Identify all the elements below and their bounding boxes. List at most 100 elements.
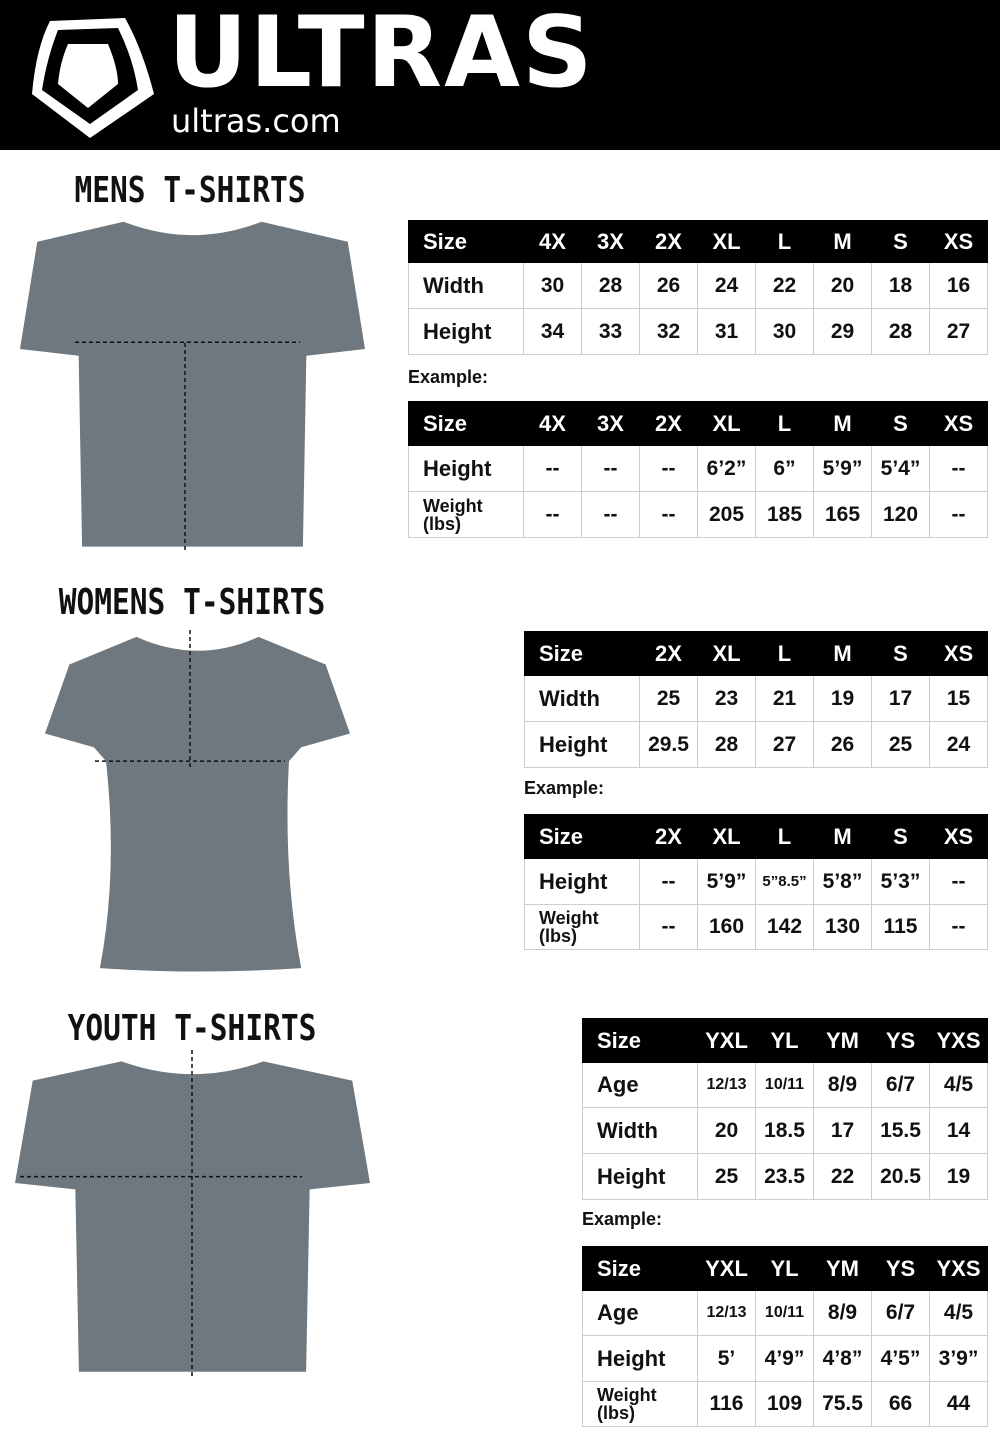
table-cell: 4/5 xyxy=(929,1290,988,1336)
table-cell: 44 xyxy=(929,1381,988,1427)
mens-measure-table: Size 4X 3X 2X XL L M S XS Width 30 28 26 24 22 20 18 16 He… xyxy=(408,220,988,355)
table-cell: XS xyxy=(929,220,988,263)
row-label: Weight (lbs) xyxy=(408,491,524,538)
table-cell: 15.5 xyxy=(871,1107,930,1154)
table-header-row: Size 2X XL L M S XS xyxy=(524,631,988,676)
row-label: Size xyxy=(524,814,640,859)
table-cell: 29 xyxy=(813,308,872,355)
table-cell: L xyxy=(755,814,814,859)
table-cell: -- xyxy=(929,445,988,492)
table-cell: S xyxy=(871,220,930,263)
table-cell: -- xyxy=(639,491,698,538)
table-cell: L xyxy=(755,220,814,263)
table-cell: 66 xyxy=(871,1381,930,1427)
table-cell: YL xyxy=(755,1246,814,1291)
youth-example-label: Example: xyxy=(582,1209,663,1229)
row-label: Height xyxy=(524,858,640,905)
table-header-row: Size YXL YL YM YS YXS xyxy=(582,1018,988,1063)
row-label: Width xyxy=(524,675,640,722)
womens-section-title: WOMENS T-SHIRTS xyxy=(58,582,326,623)
table-row: Weight (lbs) -- -- -- 205 185 165 120 -- xyxy=(408,491,988,538)
table-row: Height 29.5 28 27 26 25 24 xyxy=(524,721,988,768)
row-label: Width xyxy=(582,1107,698,1154)
table-cell: 165 xyxy=(813,491,872,538)
table-header-row: Size YXL YL YM YS YXS xyxy=(582,1246,988,1291)
table-cell: 5’ xyxy=(697,1335,756,1382)
table-cell: 12/13 xyxy=(697,1062,756,1108)
row-label: Height xyxy=(408,308,524,355)
table-cell: 24 xyxy=(929,721,988,768)
table-cell: 25 xyxy=(697,1153,756,1200)
table-cell: 185 xyxy=(755,491,814,538)
womens-example-table: Size 2X XL L M S XS Height -- 5’9” 5”8.5” 5’8” 5’3” -… xyxy=(524,814,988,950)
table-cell: YM xyxy=(813,1018,872,1063)
table-cell: 30 xyxy=(523,262,582,309)
table-cell: -- xyxy=(581,445,640,492)
womens-example-label: Example: xyxy=(524,778,605,798)
table-row: Width 30 28 26 24 22 20 18 16 xyxy=(408,262,988,309)
table-cell: 26 xyxy=(813,721,872,768)
row-label: Height xyxy=(582,1335,698,1382)
table-cell: XL xyxy=(697,814,756,859)
table-row: Age 12/13 10/11 8/9 6/7 4/5 xyxy=(582,1062,988,1108)
row-label: Size xyxy=(524,631,640,676)
table-cell: 30 xyxy=(755,308,814,355)
table-cell: 17 xyxy=(813,1107,872,1154)
table-cell: 5’9” xyxy=(697,858,756,905)
mens-example-label: Example: xyxy=(408,367,489,387)
table-cell: 116 xyxy=(697,1381,756,1427)
table-cell: L xyxy=(755,631,814,676)
mens-tshirt-image xyxy=(20,221,365,547)
table-cell: 6/7 xyxy=(871,1290,930,1336)
table-cell: -- xyxy=(581,491,640,538)
table-cell: S xyxy=(871,631,930,676)
table-cell: 15 xyxy=(929,675,988,722)
table-cell: 17 xyxy=(871,675,930,722)
table-row: Height 25 23.5 22 20.5 19 xyxy=(582,1153,988,1200)
mens-section-title: MENS T-SHIRTS xyxy=(74,170,306,211)
table-cell: 24 xyxy=(697,262,756,309)
table-cell: YS xyxy=(871,1018,930,1063)
table-cell: M xyxy=(813,814,872,859)
table-row: Height 5’ 4’9” 4’8” 4’5” 3’9” xyxy=(582,1335,988,1382)
table-cell: YM xyxy=(813,1246,872,1291)
table-cell: YXL xyxy=(697,1246,756,1291)
youth-section-title: YOUTH T-SHIRTS xyxy=(67,1008,317,1049)
table-cell: M xyxy=(813,631,872,676)
table-row: Height -- -- -- 6’2” 6” 5’9” 5’4” -- xyxy=(408,445,988,492)
table-cell: 21 xyxy=(755,675,814,722)
table-cell: 130 xyxy=(813,904,872,950)
womens-measure-table: Size 2X XL L M S XS Width 25 23 21 19 17 15 Height 29.5… xyxy=(524,631,988,768)
table-cell: 20.5 xyxy=(871,1153,930,1200)
shield-logo-icon xyxy=(32,18,154,138)
table-cell: S xyxy=(871,814,930,859)
brand-name: ULTRAS xyxy=(168,0,595,110)
table-cell: 33 xyxy=(581,308,640,355)
youth-tshirt-image xyxy=(15,1061,370,1372)
row-label: Size xyxy=(408,220,524,263)
table-cell: 3’9” xyxy=(929,1335,988,1382)
table-cell: 14 xyxy=(929,1107,988,1154)
table-cell: 27 xyxy=(929,308,988,355)
table-cell: 109 xyxy=(755,1381,814,1427)
brand-url: ultras.com xyxy=(171,102,341,140)
table-cell: 6/7 xyxy=(871,1062,930,1108)
table-cell: 2X xyxy=(639,814,698,859)
row-label: Weight (lbs) xyxy=(524,904,640,950)
table-row: Width 20 18.5 17 15.5 14 xyxy=(582,1107,988,1154)
row-label: Age xyxy=(582,1062,698,1108)
row-label: Height xyxy=(524,721,640,768)
row-label: Height xyxy=(582,1153,698,1200)
table-cell: 5’9” xyxy=(813,445,872,492)
table-cell: 4X xyxy=(523,401,582,446)
table-header-row: Size 2X XL L M S XS xyxy=(524,814,988,859)
table-cell: 25 xyxy=(871,721,930,768)
table-cell: YS xyxy=(871,1246,930,1291)
table-cell: S xyxy=(871,401,930,446)
table-cell: 19 xyxy=(929,1153,988,1200)
table-cell: 27 xyxy=(755,721,814,768)
table-cell: -- xyxy=(929,491,988,538)
table-cell: 23 xyxy=(697,675,756,722)
table-cell: 34 xyxy=(523,308,582,355)
